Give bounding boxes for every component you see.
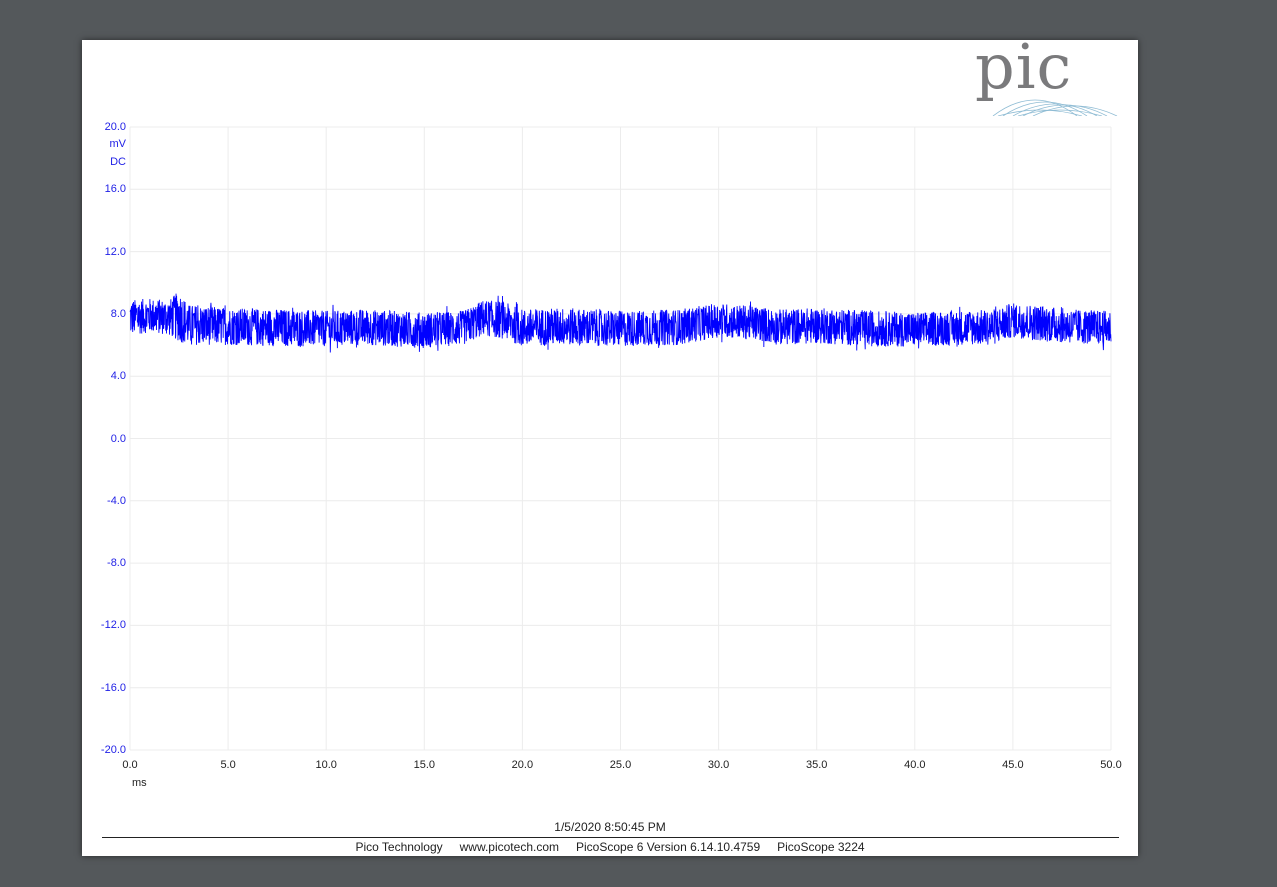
y-tick-label-2: 12.0 [104,245,126,258]
grid [129,126,1112,751]
x-axis-unit: ms [132,777,147,789]
footer-software: PicoScope 6 Version 6.14.10.4759 [576,840,761,854]
x-tick-label-5: 25.0 [609,759,632,771]
y-tick-label-7: -8.0 [107,557,126,570]
pico-logo: pic [975,30,1125,116]
y-tick-label-9: -16.0 [100,681,126,694]
x-tick-label-8: 40.0 [904,759,926,771]
x-tick-label-4: 20.0 [511,759,534,771]
y-tick-label-6: -4.0 [107,494,126,507]
y-tick-label-5: 0.0 [110,432,126,445]
footer-website: www.picotech.com [459,840,559,854]
y-tick-label-1: 16.0 [104,183,126,196]
footer-divider [102,837,1119,838]
x-tick-label-9: 45.0 [1002,759,1024,771]
footer-company: Pico Technology [355,840,443,854]
print-page: pic 20.0 16.0 12.0 8.0 4.0 0.0 -4.0 -8.0 -12.0 -1… [82,30,1138,856]
x-tick-label-1: 5.0 [220,759,236,771]
x-tick-label-2: 10.0 [315,759,337,771]
y-axis-coupling: DC [110,156,126,168]
y-tick-label-3: 8.0 [110,307,126,320]
y-axis-unit: mV [109,138,127,150]
trace-series [129,293,1112,353]
capture-timestamp: 1/5/2020 8:50:45 PM [554,820,666,834]
scope-plot[interactable] [82,40,1138,800]
footer-device: PicoScope 3224 [777,840,865,854]
y-tick-label-8: -12.0 [100,619,126,632]
y-tick-label-4: 4.0 [110,370,126,383]
logo-text: pic [975,30,1073,103]
logo-arcs-icon [992,99,1118,116]
x-tick-label-10: 50.0 [1100,759,1122,771]
x-tick-label-0: 0.0 [122,759,138,771]
trace-line [129,293,1112,353]
x-tick-label-7: 35.0 [805,759,828,771]
x-tick-label-6: 30.0 [707,759,730,771]
y-tick-label-0: 20.0 [104,121,126,133]
x-tick-label-3: 15.0 [413,759,435,771]
y-tick-label-10: -20.0 [100,744,126,756]
footer: Pico Technology www.picotech.com PicoSco… [82,840,1138,854]
